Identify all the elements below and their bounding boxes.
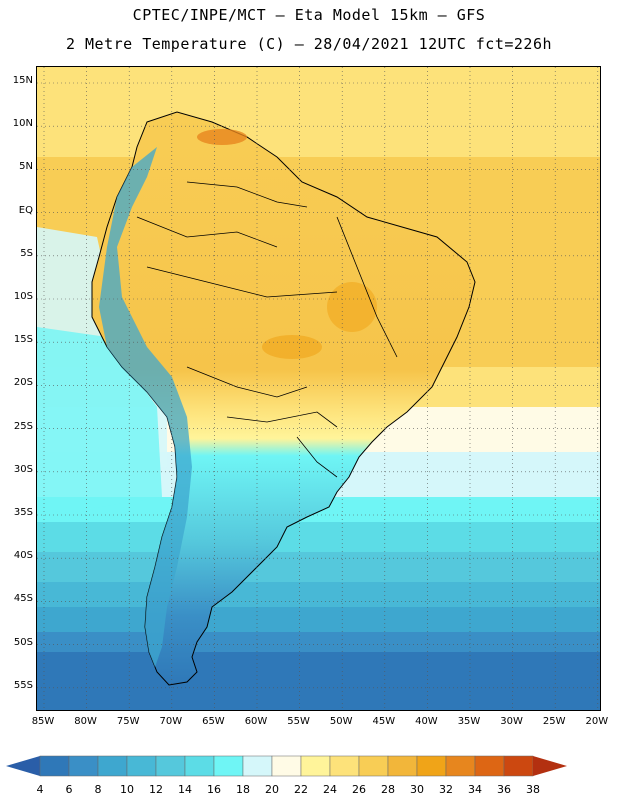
latitude-label: 25S [13,420,33,432]
longitude-label: 65W [202,716,225,727]
colorbar-tick-label: 14 [178,783,192,796]
south-america-landmass [91,111,476,686]
colorbar-tick-label: 30 [410,783,424,796]
longitude-label: 40W [415,716,438,727]
colorbar-swatch [155,755,186,777]
map-title-line1: CPTEC/INPE/MCT – Eta Model 15km – GFS [132,6,486,24]
colorbar-tick-label: 8 [94,783,102,796]
longitude-label: 55W [287,716,310,727]
latitude-label: 5S [20,247,33,259]
colorbar-tick-label: 6 [65,783,73,796]
latitude-label: 35S [13,507,33,518]
latitude-label: 55S [13,679,33,691]
colorbar-swatch [184,755,215,777]
colorbar-swatch [126,755,157,777]
latitude-label: 10N [12,118,33,130]
latitude-label: 50S [13,636,33,648]
map-canvas [37,67,600,710]
colorbar-tick-label: 34 [468,783,482,796]
colorbar-tick-label: 32 [439,783,453,796]
colorbar-swatch [213,755,244,777]
longitude-label: 85W [31,716,55,727]
colorbar-swatch [242,755,273,777]
longitude-label: 45W [372,716,396,727]
colorbar-swatch [358,755,389,777]
longitude-label: 50W [329,716,353,727]
colorbar-swatch [329,755,360,777]
colorbar-tick-label: 10 [120,783,134,796]
latitude-label: 30S [13,463,33,475]
ocean-band-16 [37,522,600,557]
map-title-line2: 2 Metre Temperature (C) – 28/04/2021 12U… [65,35,553,53]
colorbar-swatch [68,755,99,777]
latitude-label: 40S [13,550,33,562]
colorbar-swatch [97,755,128,777]
latitude-label: 20S [13,377,33,389]
temperature-colorbar [6,755,567,777]
colorbar-swatch [300,755,331,777]
hotspot-venezuela [197,129,247,145]
colorbar-tick-label: 36 [497,783,511,796]
colorbar-swatch [474,755,505,777]
latitude-label: 45S [13,593,33,605]
colorbar-low-arrow [6,756,40,776]
andes-cold-strip [99,147,192,667]
longitude-label: 75W [116,716,140,727]
temperature-map[interactable] [36,66,601,711]
colorbar-tick-label: 12 [149,783,163,796]
colorbar-high-arrow [533,756,567,776]
hotspot-central-brazil [262,335,322,359]
ocean-band-6 [37,652,600,710]
colorbar-swatch [387,755,418,777]
colorbar-tick-label: 20 [265,783,279,796]
latitude-label: 15N [12,75,33,86]
colorbar-swatch [445,755,476,777]
longitude-label: 30W [500,716,523,727]
latitude-label: 5N [19,161,33,173]
colorbar-tick-label: 22 [294,783,308,796]
colorbar-tick-label: 24 [323,783,337,796]
longitude-label: 25W [542,716,566,727]
ocean-band-26 [37,67,600,157]
longitude-label: 60W [244,716,268,727]
colorbar-swatch [271,755,302,777]
longitude-label: 35W [457,716,481,727]
longitude-label: 70W [159,716,183,727]
longitude-label: 20W [585,716,609,727]
latitude-label: 15S [13,334,33,346]
colorbar-swatch [39,755,70,777]
colorbar-swatch [503,755,534,777]
longitude-label: 80W [74,716,97,727]
colorbar-tick-label: 26 [352,783,366,796]
colorbar-tick-label: 28 [381,783,395,796]
colorbar-tick-label: 38 [526,783,540,796]
latitude-label: 10S [13,291,33,302]
colorbar-tick-label: 18 [236,783,250,796]
latitude-label: EQ [18,204,33,216]
ocean-band-14 [37,552,600,587]
colorbar-tick-label: 4 [36,783,44,796]
colorbar-swatch [416,755,447,777]
hotspot-northeast-brazil [327,282,377,332]
colorbar-tick-label: 16 [207,783,221,796]
